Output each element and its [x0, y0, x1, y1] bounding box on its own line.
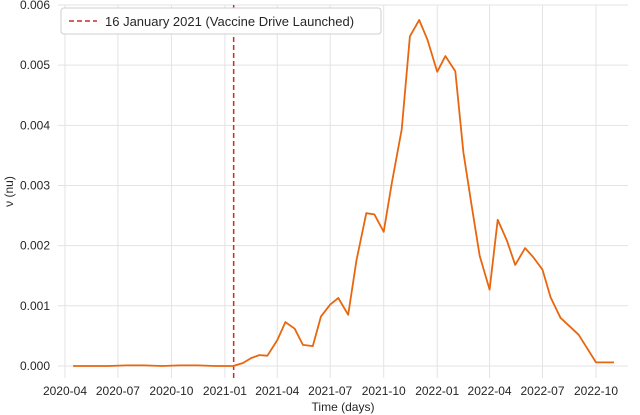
x-tick-label: 2020-04 [43, 384, 87, 398]
y-tick-labels: 0.000 0.001 0.002 0.003 0.004 0.005 0.006 [20, 0, 50, 373]
x-tick-label: 2022-04 [468, 384, 512, 398]
x-tick-label: 2021-07 [308, 384, 352, 398]
legend-label: 16 January 2021 (Vaccine Drive Launched) [105, 14, 354, 29]
x-axis-label: Time (days) [312, 400, 375, 414]
y-tick-label: 0.005 [20, 58, 50, 72]
y-tick-label: 0.006 [20, 0, 50, 12]
x-tick-label: 2021-01 [203, 384, 247, 398]
x-tick-label: 2021-10 [362, 384, 406, 398]
x-tick-label: 2020-10 [149, 384, 193, 398]
legend: 16 January 2021 (Vaccine Drive Launched) [60, 7, 382, 35]
x-tick-label: 2021-04 [255, 384, 299, 398]
y-axis-label: ν (nu) [2, 176, 16, 207]
plot-area [73, 5, 614, 378]
y-tick-label: 0.000 [20, 359, 50, 373]
legend-box [60, 7, 382, 35]
x-tick-label: 2022-07 [520, 384, 564, 398]
y-tick-label: 0.002 [20, 239, 50, 253]
x-tick-label: 2022-10 [574, 384, 618, 398]
y-tick-label: 0.003 [20, 178, 50, 192]
grid [58, 4, 628, 378]
series-line-0 [73, 19, 614, 367]
x-tick-label: 2022-01 [415, 384, 459, 398]
x-tick-labels: 2020-04 2020-07 2020-10 2021-01 2021-04 2021-… [43, 384, 618, 398]
y-tick-label: 0.001 [20, 299, 50, 313]
x-tick-label: 2020-07 [96, 384, 140, 398]
y-tick-label: 0.004 [20, 118, 50, 132]
